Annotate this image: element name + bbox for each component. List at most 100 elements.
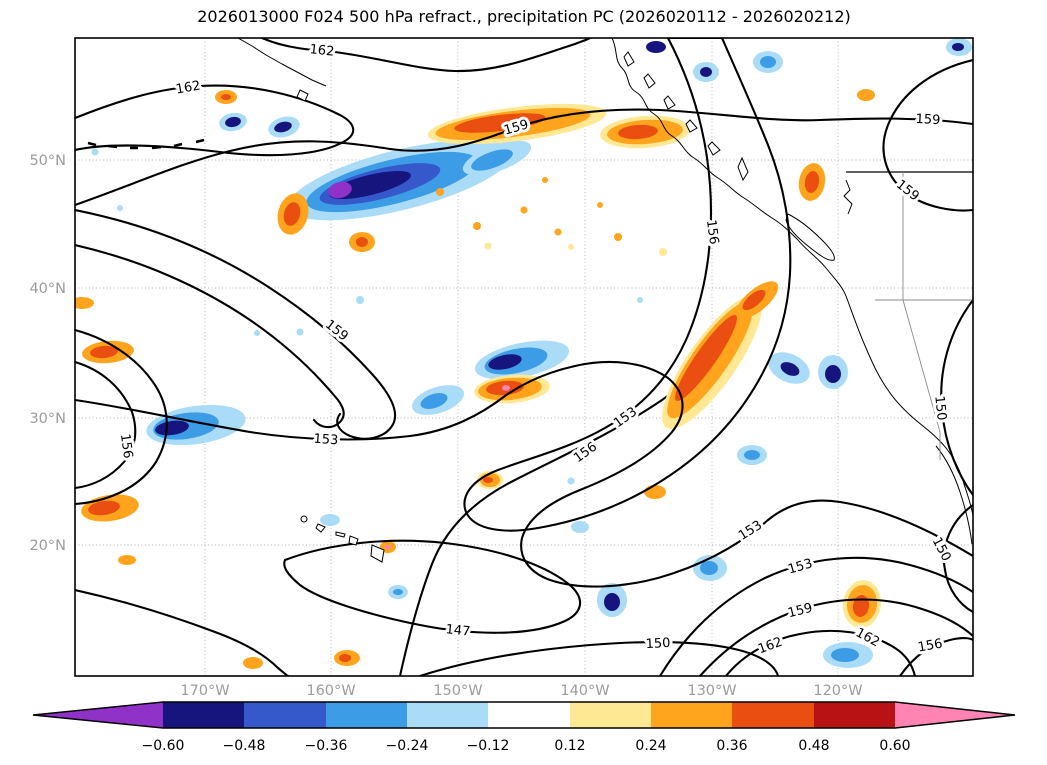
contour-lines-shape xyxy=(75,84,355,157)
precip-anomaly-fills-shape xyxy=(473,222,481,230)
precip-anomaly-fills-shape xyxy=(320,514,340,526)
lon-tick-label: 140°W xyxy=(560,683,609,699)
precip-anomaly-fills-shape xyxy=(700,561,718,575)
colorbar-tick-label: 0.12 xyxy=(554,738,585,754)
precip-anomaly-fills-shape xyxy=(339,654,351,662)
contour-lines xyxy=(75,38,973,676)
precip-anomaly-fills-shape xyxy=(393,589,403,595)
contour-lines-shape xyxy=(75,360,137,490)
precip-anomaly-fills-shape xyxy=(117,205,123,211)
precip-anomaly-fills-shape xyxy=(385,545,391,549)
map-area: 162 162 159 159 159 156 159 153 156 153 … xyxy=(75,38,973,676)
lat-tick-label: 40°N xyxy=(29,281,66,297)
contour-label: 156 xyxy=(917,636,944,655)
precip-anomaly-fills-shape xyxy=(554,228,562,236)
colorbar-segment xyxy=(163,702,244,728)
precip-anomaly-fills-shape xyxy=(804,171,820,193)
precip-anomaly-fills-shape xyxy=(436,188,444,196)
coastlines-shape xyxy=(707,141,721,156)
precip-anomaly-fills-shape xyxy=(597,202,603,208)
contour-lines-shape xyxy=(75,108,973,207)
colorbar-tick-label: 0.24 xyxy=(635,738,666,754)
colorbar-tick-label: −0.60 xyxy=(142,738,185,754)
contour-lines-shape xyxy=(940,298,973,497)
lat-axis: 50°N 40°N 30°N 20°N xyxy=(29,153,66,554)
precip-anomaly-fills-shape xyxy=(471,149,513,171)
lon-tick-label: 160°W xyxy=(306,683,355,699)
precip-anomaly-fills-shape xyxy=(604,593,620,611)
contour-label: 159 xyxy=(915,112,941,128)
precip-anomaly-fills-shape xyxy=(118,555,136,565)
coastlines-shape xyxy=(611,38,799,241)
contour-label: 153 xyxy=(313,432,339,449)
colorbar-segment xyxy=(244,702,326,728)
coastlines-shape xyxy=(902,299,941,460)
contour-lines-shape xyxy=(418,640,780,676)
precip-anomaly-fills-shape xyxy=(75,297,94,309)
contour-label: 159 xyxy=(322,317,351,344)
precip-anomaly-fills-shape xyxy=(520,206,528,214)
contour-lines-shape xyxy=(658,556,973,676)
coastlines-shape xyxy=(370,544,385,563)
precip-anomaly-fills-shape xyxy=(780,362,800,376)
precip-anomaly-fills-shape xyxy=(243,657,263,669)
contour-label: 153 xyxy=(611,404,640,431)
lat-tick-label: 30°N xyxy=(29,411,66,427)
coastlines-shape xyxy=(237,38,327,87)
contour-label: 162 xyxy=(756,635,784,658)
coastlines-shape xyxy=(797,239,847,297)
contour-lines-shape xyxy=(75,243,345,429)
precip-anomaly-fills-shape xyxy=(356,237,368,247)
colorbar-segment xyxy=(570,702,651,728)
contour-label: 150 xyxy=(929,535,954,564)
coastlines-shape xyxy=(935,445,973,545)
coastlines-shape xyxy=(737,156,749,182)
contour-label: 147 xyxy=(445,622,471,640)
precip-anomaly-fills-shape xyxy=(155,420,189,436)
coastlines-shape xyxy=(643,73,656,89)
contour-lines-shape xyxy=(75,328,168,506)
lon-tick-label: 150°W xyxy=(433,683,482,699)
lat-tick-label: 50°N xyxy=(29,153,66,169)
coastlines-shape xyxy=(623,51,635,67)
precip-anomaly-fills-shape xyxy=(483,477,493,483)
coastlines-shape xyxy=(296,89,309,102)
precip-anomaly-fills xyxy=(75,38,972,669)
coastlines-shape xyxy=(315,523,326,533)
plot-frame xyxy=(74,37,974,677)
colorbar-segment xyxy=(488,702,570,728)
coastlines-shape xyxy=(845,295,973,517)
precip-anomaly-fills-shape xyxy=(454,113,546,133)
precip-anomaly-fills-shape xyxy=(328,181,352,199)
lon-tick-label: 170°W xyxy=(180,683,229,699)
contour-lines-shape xyxy=(75,208,397,440)
contour-label: 150 xyxy=(645,636,671,652)
colorbar-tick-label: −0.48 xyxy=(223,738,266,754)
precip-anomaly-fills-shape xyxy=(542,177,548,183)
contour-lines-shape xyxy=(882,58,973,212)
precip-anomaly-fills-shape xyxy=(760,56,776,68)
coastlines-shape xyxy=(663,95,676,110)
colorbar-tick-label: −0.24 xyxy=(386,738,429,754)
coastlines-shape xyxy=(300,515,308,523)
precip-anomaly-fills-shape xyxy=(571,521,589,533)
colorbar-tick-labels: −0.60 −0.48 −0.36 −0.24 −0.12 0.12 0.24 … xyxy=(142,738,911,754)
colorbar-segment xyxy=(732,702,814,728)
precip-anomaly-fills-shape xyxy=(254,330,260,336)
colorbar-segment xyxy=(814,702,895,728)
precip-anomaly-fills-shape xyxy=(744,450,760,460)
precip-anomaly-fills-shape xyxy=(952,43,964,51)
precip-anomaly-fills-shape xyxy=(221,94,231,100)
precip-anomaly-fills-shape xyxy=(274,121,292,133)
contour-lines-shape xyxy=(283,539,582,634)
precip-anomaly-fills-shape xyxy=(420,393,448,409)
precip-anomaly-fills-shape xyxy=(831,648,859,662)
colorbar-segment xyxy=(407,702,488,728)
precip-anomaly-fills-shape xyxy=(90,345,118,359)
colorbar-tick-label: 0.36 xyxy=(716,738,747,754)
precip-anomaly-fills-shape xyxy=(567,477,575,485)
contour-label: 159 xyxy=(786,601,814,622)
precip-anomaly-fills-shape xyxy=(857,89,875,101)
contour-label: 156 xyxy=(117,433,135,460)
